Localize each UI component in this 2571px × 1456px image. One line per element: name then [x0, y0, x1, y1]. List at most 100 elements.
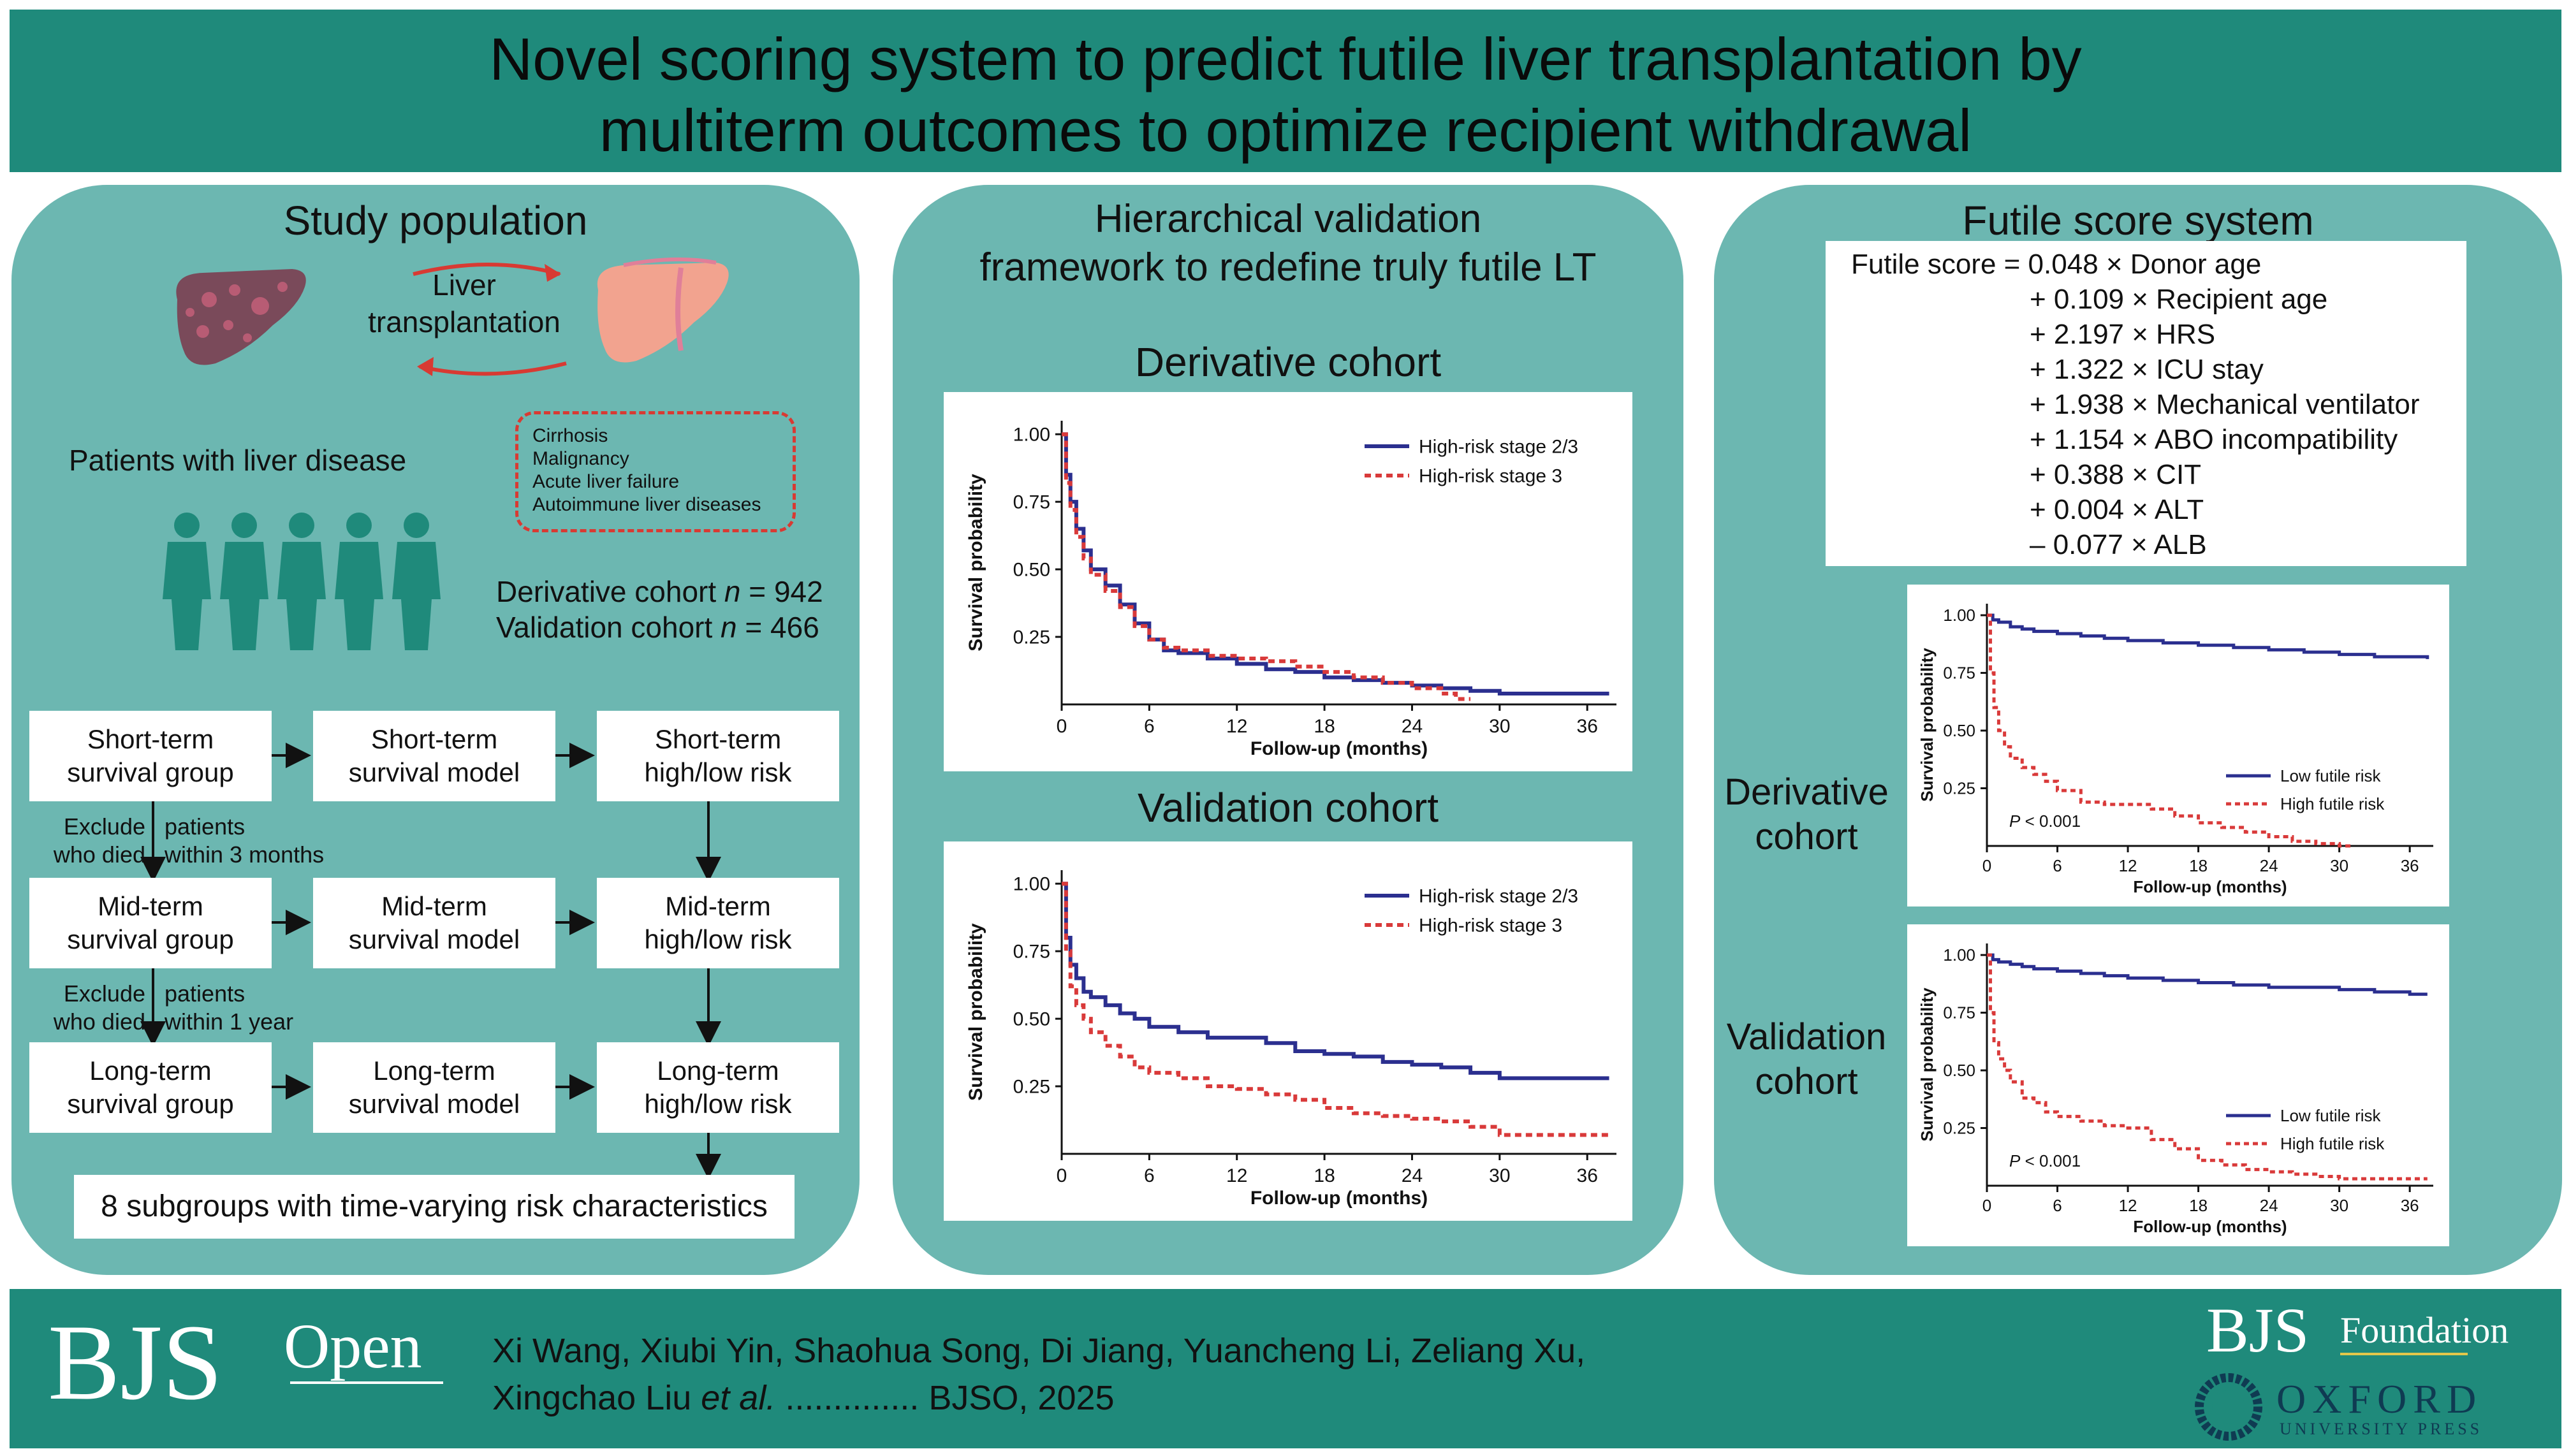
y-tick-label: 0.50 — [1943, 1061, 1975, 1080]
long-term-risk: Long-term high/low risk — [597, 1042, 839, 1133]
p-value-annotation: P < 0.001 — [2009, 812, 2081, 831]
formula-line: + 1.154 × ABO incompatibility — [2030, 424, 2398, 455]
disease-item: Acute liver failure — [532, 471, 680, 492]
right-derivative-label: Derivative cohort — [1724, 771, 1889, 857]
university-press-label: UNIVERSITY PRESS — [2280, 1420, 2483, 1438]
x-axis-label: Follow-up (months) — [1250, 738, 1428, 759]
formula-line: – 0.077 × ALB — [2030, 529, 2207, 560]
disease-item: Autoimmune liver diseases — [532, 494, 761, 515]
liver-transplantation-label: Liver transplantation — [368, 268, 560, 339]
x-tick-label: 30 — [1489, 716, 1510, 737]
legend-label: High-risk stage 3 — [1419, 915, 1562, 936]
cohort-sizes: Derivative cohort n = 942 Validation coh… — [496, 574, 823, 645]
y-tick-label: 1.00 — [1013, 425, 1050, 446]
open-logo: Open — [284, 1311, 422, 1381]
x-tick-label: 30 — [2330, 856, 2348, 875]
x-tick-label: 36 — [1577, 716, 1598, 737]
bjs-foundation-logo: BJS — [2206, 1295, 2310, 1365]
exclude-note-1-left: Exclude who died — [53, 813, 145, 868]
exclude-note-2-left: Exclude who died — [53, 980, 145, 1035]
x-tick-label: 6 — [2053, 1196, 2062, 1215]
x-tick-label: 18 — [2189, 1196, 2208, 1215]
km-curve-blue — [1062, 882, 1609, 1081]
x-tick-label: 6 — [1144, 716, 1155, 737]
x-tick-label: 18 — [1314, 1165, 1335, 1186]
x-tick-label: 36 — [2401, 856, 2419, 875]
x-tick-label: 36 — [1577, 1165, 1598, 1186]
authors: Xi Wang, Xiubi Yin, Shaohua Song, Di Jia… — [492, 1332, 1586, 1417]
derivative-cohort-size: Derivative cohort n = 942 — [496, 575, 823, 608]
formula-line: + 2.197 × HRS — [2030, 319, 2216, 350]
diseased-liver-icon — [176, 269, 306, 365]
right-validation-chart-box: 0 6 12 18 24 30 36 0.25 0.50 0.75 1.00 Follow-up (m… — [1907, 924, 2449, 1246]
formula-line: + 1.322 × ICU stay — [2030, 354, 2264, 385]
healthy-liver-icon — [597, 257, 729, 363]
y-tick-label: 0.25 — [1943, 1119, 1975, 1138]
km-curve-red — [1987, 613, 2352, 848]
right-validation-km-chart: 0 6 12 18 24 30 36 0.25 0.50 0.75 1.00 Follow-up (m… — [1917, 943, 2433, 1236]
short-term-survival-model: Short-term survival model — [313, 711, 555, 801]
y-tick-label: 0.75 — [1013, 492, 1050, 513]
x-tick-label: 6 — [2053, 856, 2062, 875]
disease-item: Malignancy — [532, 448, 629, 469]
formula-line: Futile score = 0.048 × Donor age — [1851, 249, 2262, 280]
oxford-label: OXFORD — [2276, 1376, 2483, 1422]
subgroups-summary: 8 subgroups with time-varying risk chara… — [74, 1175, 795, 1239]
validation-framework-panel: Hierarchical validation framework to red… — [893, 185, 1683, 1275]
x-tick-label: 0 — [1982, 856, 1991, 875]
mid-term-survival-model: Mid-term survival model — [313, 878, 555, 968]
x-tick-label: 0 — [1057, 716, 1067, 737]
y-axis-label: Survival probability — [965, 923, 986, 1101]
formula-line: + 1.938 × Mechanical ventilator — [2030, 389, 2420, 420]
footer-banner: BJS Open Xi Wang, Xiubi Yin, Shaohua Son… — [10, 1289, 2561, 1448]
long-term-survival-model: Long-term survival model — [313, 1042, 555, 1133]
legend-label: Low futile risk — [2280, 766, 2381, 785]
bjs-logo: BJS — [48, 1302, 223, 1422]
right-derivative-chart-box: 0 6 12 18 24 30 36 0.25 0.50 0.75 1.00 Follow-up (m… — [1907, 585, 2449, 906]
x-tick-label: 18 — [1314, 716, 1335, 737]
y-tick-label: 1.00 — [1943, 945, 1975, 965]
y-tick-label: 0.50 — [1943, 721, 1975, 740]
y-tick-label: 0.50 — [1013, 560, 1050, 581]
title-banner: Novel scoring system to predict futile l… — [10, 10, 2561, 172]
patients-label: Patients with liver disease — [69, 444, 407, 477]
exclude-note-2-right: patients within 1 year — [165, 980, 294, 1035]
poster-title: Novel scoring system to predict futile l… — [10, 24, 2561, 166]
disease-item: Cirrhosis — [532, 425, 608, 446]
study-population-title: Study population — [283, 198, 588, 244]
legend-label: High futile risk — [2280, 794, 2385, 813]
title-line-1: Novel scoring system to predict futile l… — [489, 25, 2082, 92]
mid-term-survival-group: Mid-term survival group — [29, 878, 272, 968]
formula-line: + 0.004 × ALT — [2030, 494, 2204, 525]
x-tick-label: 12 — [2119, 856, 2137, 875]
formula-line: + 0.388 × CIT — [2030, 459, 2202, 490]
x-tick-label: 30 — [1489, 1165, 1510, 1186]
y-tick-label: 0.25 — [1013, 1077, 1050, 1098]
validation-framework-title: Hierarchical validation framework to red… — [979, 197, 1597, 289]
y-tick-label: 0.50 — [1013, 1009, 1050, 1030]
open-logo-underline — [290, 1381, 443, 1384]
derivative-km-chart-box: 0 6 12 18 24 30 36 0.25 0.50 0.75 1.00 Follow-up (m… — [944, 392, 1632, 771]
km-curve-red — [1062, 432, 1471, 701]
km-curve-red — [1062, 882, 1609, 1137]
x-tick-label: 0 — [1982, 1196, 1991, 1215]
long-term-survival-group: Long-term survival group — [29, 1042, 272, 1133]
y-tick-label: 1.00 — [1013, 874, 1050, 895]
futile-score-title: Futile score system — [1962, 198, 2314, 244]
x-axis-label: Follow-up (months) — [1250, 1188, 1428, 1209]
x-axis-label: Follow-up (months) — [2133, 877, 2287, 896]
short-term-risk: Short-term high/low risk — [597, 711, 839, 801]
title-line-2: multiterm outcomes to optimize recipient… — [599, 97, 1972, 164]
disease-list: Cirrhosis Malignancy Acute liver failure… — [532, 425, 761, 516]
right-derivative-km-chart: 0 6 12 18 24 30 36 0.25 0.50 0.75 1.00 Follow-up (m… — [1917, 604, 2433, 896]
y-tick-label: 0.25 — [1013, 627, 1050, 648]
legend-label: Low futile risk — [2280, 1106, 2381, 1125]
legend-label: High-risk stage 2/3 — [1419, 437, 1578, 458]
oxford-emblem-icon — [2195, 1373, 2262, 1441]
x-tick-label: 18 — [2189, 856, 2208, 875]
km-curve-red — [1987, 953, 2428, 1181]
y-tick-label: 1.00 — [1943, 606, 1975, 625]
x-tick-label: 0 — [1057, 1165, 1067, 1186]
foundation-label: Foundation — [2340, 1309, 2509, 1351]
y-axis-label: Survival probability — [965, 474, 986, 652]
